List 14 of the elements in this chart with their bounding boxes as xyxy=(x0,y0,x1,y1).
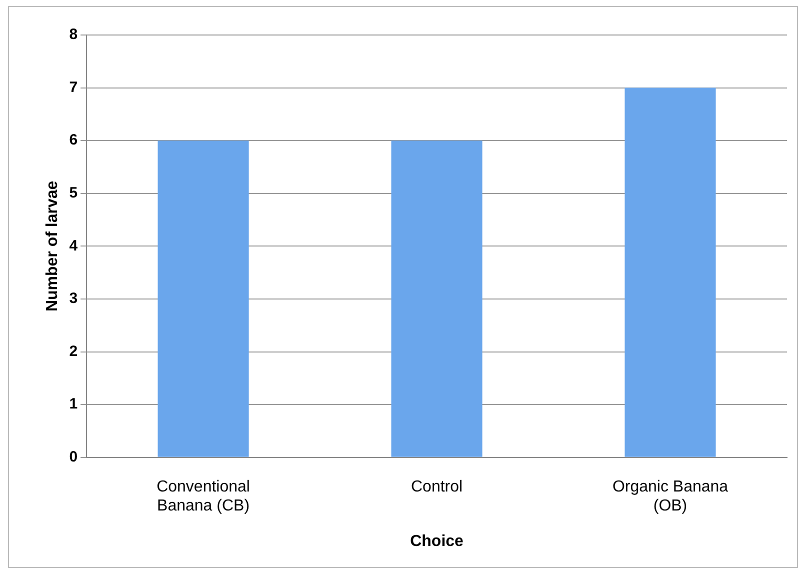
y-tick-label: 2 xyxy=(69,342,78,360)
x-tick-label: Conventional Banana (CB) xyxy=(156,478,250,515)
y-tick-label: 1 xyxy=(69,396,78,413)
y-tick-label: 3 xyxy=(69,290,78,308)
y-tick-label: 0 xyxy=(69,448,78,466)
x-tick-label: Control xyxy=(410,478,463,496)
y-tick-label: 6 xyxy=(69,132,78,149)
x-axis-title: Choice xyxy=(410,532,464,550)
y-axis-title: Number of larvae xyxy=(44,180,62,312)
x-tick-label: Organic Banana (OB) xyxy=(612,478,728,515)
y-tick-label: 7 xyxy=(69,78,78,96)
y-tick-label: 8 xyxy=(69,26,78,44)
y-tick-label: 4 xyxy=(69,237,78,254)
y-tick-label: 5 xyxy=(69,184,78,202)
